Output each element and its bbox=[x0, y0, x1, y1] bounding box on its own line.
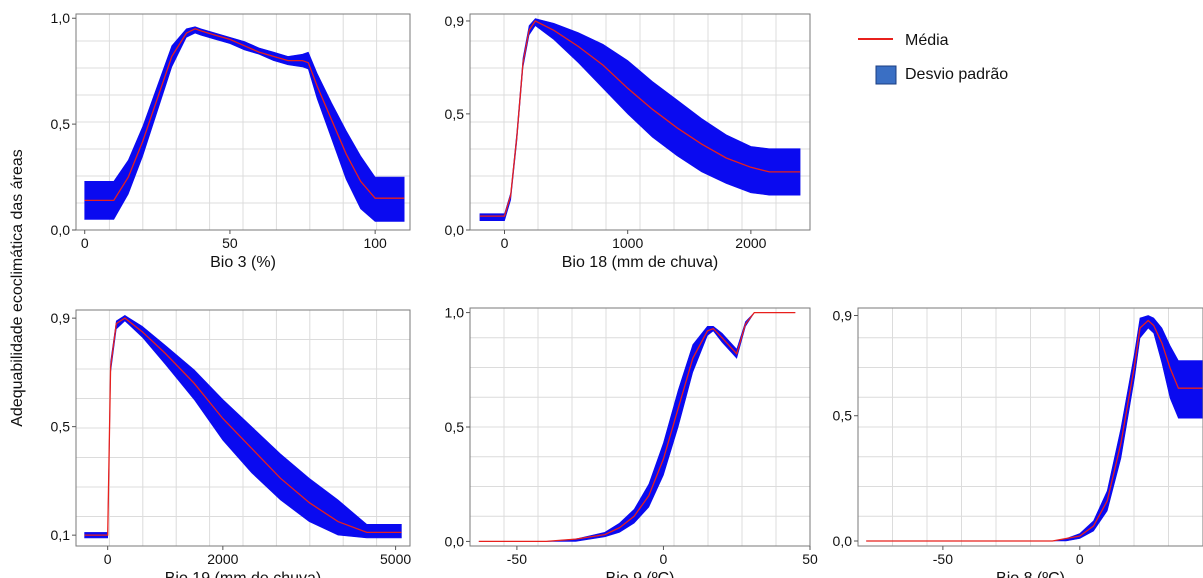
x-tick-label: 2000 bbox=[735, 235, 766, 251]
x-axis-label: Bio 3 (%) bbox=[210, 254, 276, 271]
y-tick-label: 0,5 bbox=[445, 106, 465, 122]
panel-4: -50 0 50 0,0 0,5 1,0 Bio 9 (ºC) bbox=[445, 305, 818, 578]
x-tick-label: 0 bbox=[81, 235, 89, 251]
gridlines bbox=[76, 310, 410, 546]
gridlines bbox=[858, 308, 1203, 546]
mean-line bbox=[479, 20, 801, 217]
panel-2: 0 1000 2000 0,0 0,5 0,9 Bio 18 (mm de chuva) bbox=[445, 13, 811, 271]
x-tick-label: -50 bbox=[507, 551, 527, 567]
x-tick-label: 0 bbox=[1076, 551, 1084, 567]
x-tick-label: -50 bbox=[933, 551, 953, 567]
y-tick-label: 1,0 bbox=[51, 10, 71, 26]
legend: Média Desvio padrão bbox=[858, 32, 1008, 85]
x-axis-label: Bio 18 (mm de chuva) bbox=[562, 254, 719, 271]
legend-sd-swatch bbox=[875, 65, 897, 85]
legend-sd-label: Desvio padrão bbox=[905, 66, 1008, 83]
x-tick-label: 50 bbox=[222, 235, 238, 251]
panel-5: -50 0 0,0 0,5 0,9 Bio 8 (ºC) bbox=[833, 307, 1203, 578]
sd-band bbox=[84, 315, 402, 539]
sd-band bbox=[866, 315, 1203, 542]
y-tick-label: 0,5 bbox=[51, 419, 71, 435]
y-tick-label: 0,0 bbox=[445, 222, 465, 238]
sd-band bbox=[478, 312, 796, 542]
x-axis-label: Bio 9 (ºC) bbox=[606, 570, 675, 578]
x-tick-label: 2000 bbox=[207, 551, 238, 567]
plot-frame bbox=[857, 307, 1203, 547]
x-tick-label: 0 bbox=[104, 551, 112, 567]
y-tick-label: 0,5 bbox=[51, 116, 71, 132]
x-axis-label: Bio 8 (ºC) bbox=[996, 570, 1065, 578]
x-tick-label: 100 bbox=[363, 235, 387, 251]
gridlines bbox=[470, 308, 810, 546]
y-tick-label: 0,9 bbox=[445, 13, 465, 29]
panel-1: 0 50 100 0,0 0,5 1,0 Bio 3 (%) bbox=[51, 10, 411, 271]
plot-frame bbox=[469, 13, 811, 231]
y-tick-label: 0,5 bbox=[445, 419, 465, 435]
x-tick-label: 5000 bbox=[380, 551, 411, 567]
y-tick-label: 0,1 bbox=[51, 527, 71, 543]
y-tick-label: 0,9 bbox=[833, 308, 853, 324]
mean-line bbox=[478, 311, 796, 543]
panel-3: 0 2000 5000 0,1 0,5 0,9 Bio 19 (mm de chuva) bbox=[51, 309, 411, 578]
x-tick-label: 1000 bbox=[612, 235, 643, 251]
x-tick-label: 50 bbox=[802, 551, 818, 567]
x-tick-label: 0 bbox=[501, 235, 509, 251]
sd-band bbox=[84, 26, 405, 222]
shared-ylabel: Adequabilidade ecoclimática das áreas bbox=[9, 149, 26, 427]
y-tick-label: 1,0 bbox=[445, 305, 465, 321]
y-tick-label: 0,0 bbox=[445, 533, 465, 549]
plot-frame bbox=[75, 13, 411, 231]
mean-line bbox=[84, 317, 402, 536]
plot-frame bbox=[75, 309, 411, 547]
y-tick-label: 0,0 bbox=[51, 222, 71, 238]
y-tick-label: 0,5 bbox=[833, 408, 853, 424]
sd-band bbox=[479, 18, 801, 221]
y-tick-label: 0,0 bbox=[833, 533, 853, 549]
x-tick-label: 0 bbox=[660, 551, 668, 567]
legend-mean-label: Média bbox=[905, 32, 949, 49]
mean-line bbox=[84, 28, 405, 202]
y-tick-label: 0,9 bbox=[51, 310, 71, 326]
mean-line bbox=[866, 319, 1203, 542]
x-axis-label: Bio 19 (mm de chuva) bbox=[165, 570, 322, 578]
